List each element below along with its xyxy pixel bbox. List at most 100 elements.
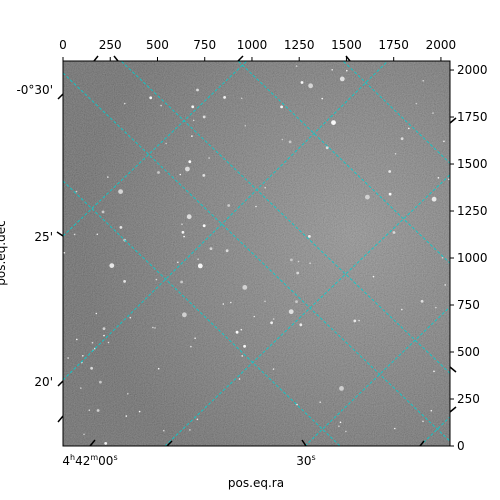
star-124 [299,323,303,327]
star-93 [202,115,206,119]
star-48 [270,321,273,325]
star-116 [321,97,324,100]
dec-tick-label-2: 20' [34,375,53,389]
star-21 [308,235,311,238]
star-136 [365,194,370,200]
star-6 [138,410,141,413]
sky-image [63,61,450,446]
star-88 [197,263,203,269]
right-tick-label-6: 1500 [457,157,488,171]
star-97 [96,409,100,412]
star-74 [280,105,283,109]
star-117 [67,357,69,359]
star-128 [288,309,294,315]
grid-line-6 [63,72,450,442]
star-39 [346,69,348,72]
star-79 [180,280,184,284]
star-9 [448,178,450,181]
star-131 [209,247,213,251]
star-111 [420,299,424,303]
star-56 [238,378,241,380]
star-98 [437,177,440,179]
star-27 [319,401,322,404]
grid-line-8 [237,61,450,264]
star-49 [244,125,247,127]
world-tick-11 [345,55,351,62]
star-135 [225,249,229,253]
star-99 [235,330,239,334]
plot-frame [62,60,451,447]
star-64 [76,338,78,341]
grid-line-5 [120,61,450,374]
star-106 [394,427,396,430]
star-85 [444,284,447,286]
star-33 [296,271,300,275]
star-1 [82,355,84,357]
world-axes [56,55,457,447]
star-126 [431,196,437,202]
star-127 [345,430,347,433]
star-129 [443,140,445,143]
star-133 [88,409,91,412]
star-58 [80,387,82,389]
star-81 [163,429,165,432]
star-63 [183,235,185,238]
star-50 [400,137,404,141]
star-35 [264,186,267,189]
star-15 [91,341,94,344]
star-67 [190,345,192,348]
star-109 [96,233,99,236]
star-28 [179,173,182,176]
star-4 [127,393,129,395]
star-76 [160,104,162,107]
world-tick-13 [449,366,457,373]
right-tick-label-0: 0 [457,439,465,453]
star-16 [408,127,410,130]
world-tick-6 [57,380,64,387]
grid-line-4 [419,416,450,446]
svg-text:30s: 30s [296,453,315,468]
star-38 [155,278,158,281]
star-3 [118,189,123,195]
grid-line-9 [342,61,450,164]
star-118 [394,153,397,155]
grid-line-7 [63,180,341,446]
star-25 [73,233,76,236]
star-31 [339,386,344,391]
star-122 [107,341,110,344]
ra-tick-label-1: 30s [296,453,315,468]
star-66 [415,102,418,105]
svg-text:4h42m00s: 4h42m00s [62,453,117,468]
star-90 [392,231,396,234]
star-70 [272,318,275,320]
star-34 [123,102,126,105]
star-137 [197,258,199,261]
right-tick-label-5: 1250 [457,204,488,218]
star-103 [227,204,231,207]
coordinate-grid [63,61,450,446]
star-101 [189,429,191,431]
star-123 [90,366,93,370]
star-139 [191,105,195,109]
right-tick-label-1: 250 [457,392,480,406]
star-100 [338,425,340,428]
star-0 [99,380,102,384]
top-tick-label-3: 750 [193,38,216,52]
star-37 [401,308,403,311]
star-23 [192,119,195,122]
dec-tick-label-0: -0°30' [16,83,53,97]
grid-line-1 [63,61,389,381]
star-43 [281,138,284,141]
star-45 [83,433,85,436]
star-78 [123,280,126,283]
world-tick-0 [89,439,96,447]
world-tick-10 [237,55,244,62]
star-80 [353,319,357,323]
star-8 [102,327,106,330]
star-12 [129,316,132,319]
star-62 [152,326,154,329]
star-57 [165,142,167,145]
right-tick-label-4: 1000 [457,251,488,265]
top-tick-label-1: 250 [99,38,122,52]
